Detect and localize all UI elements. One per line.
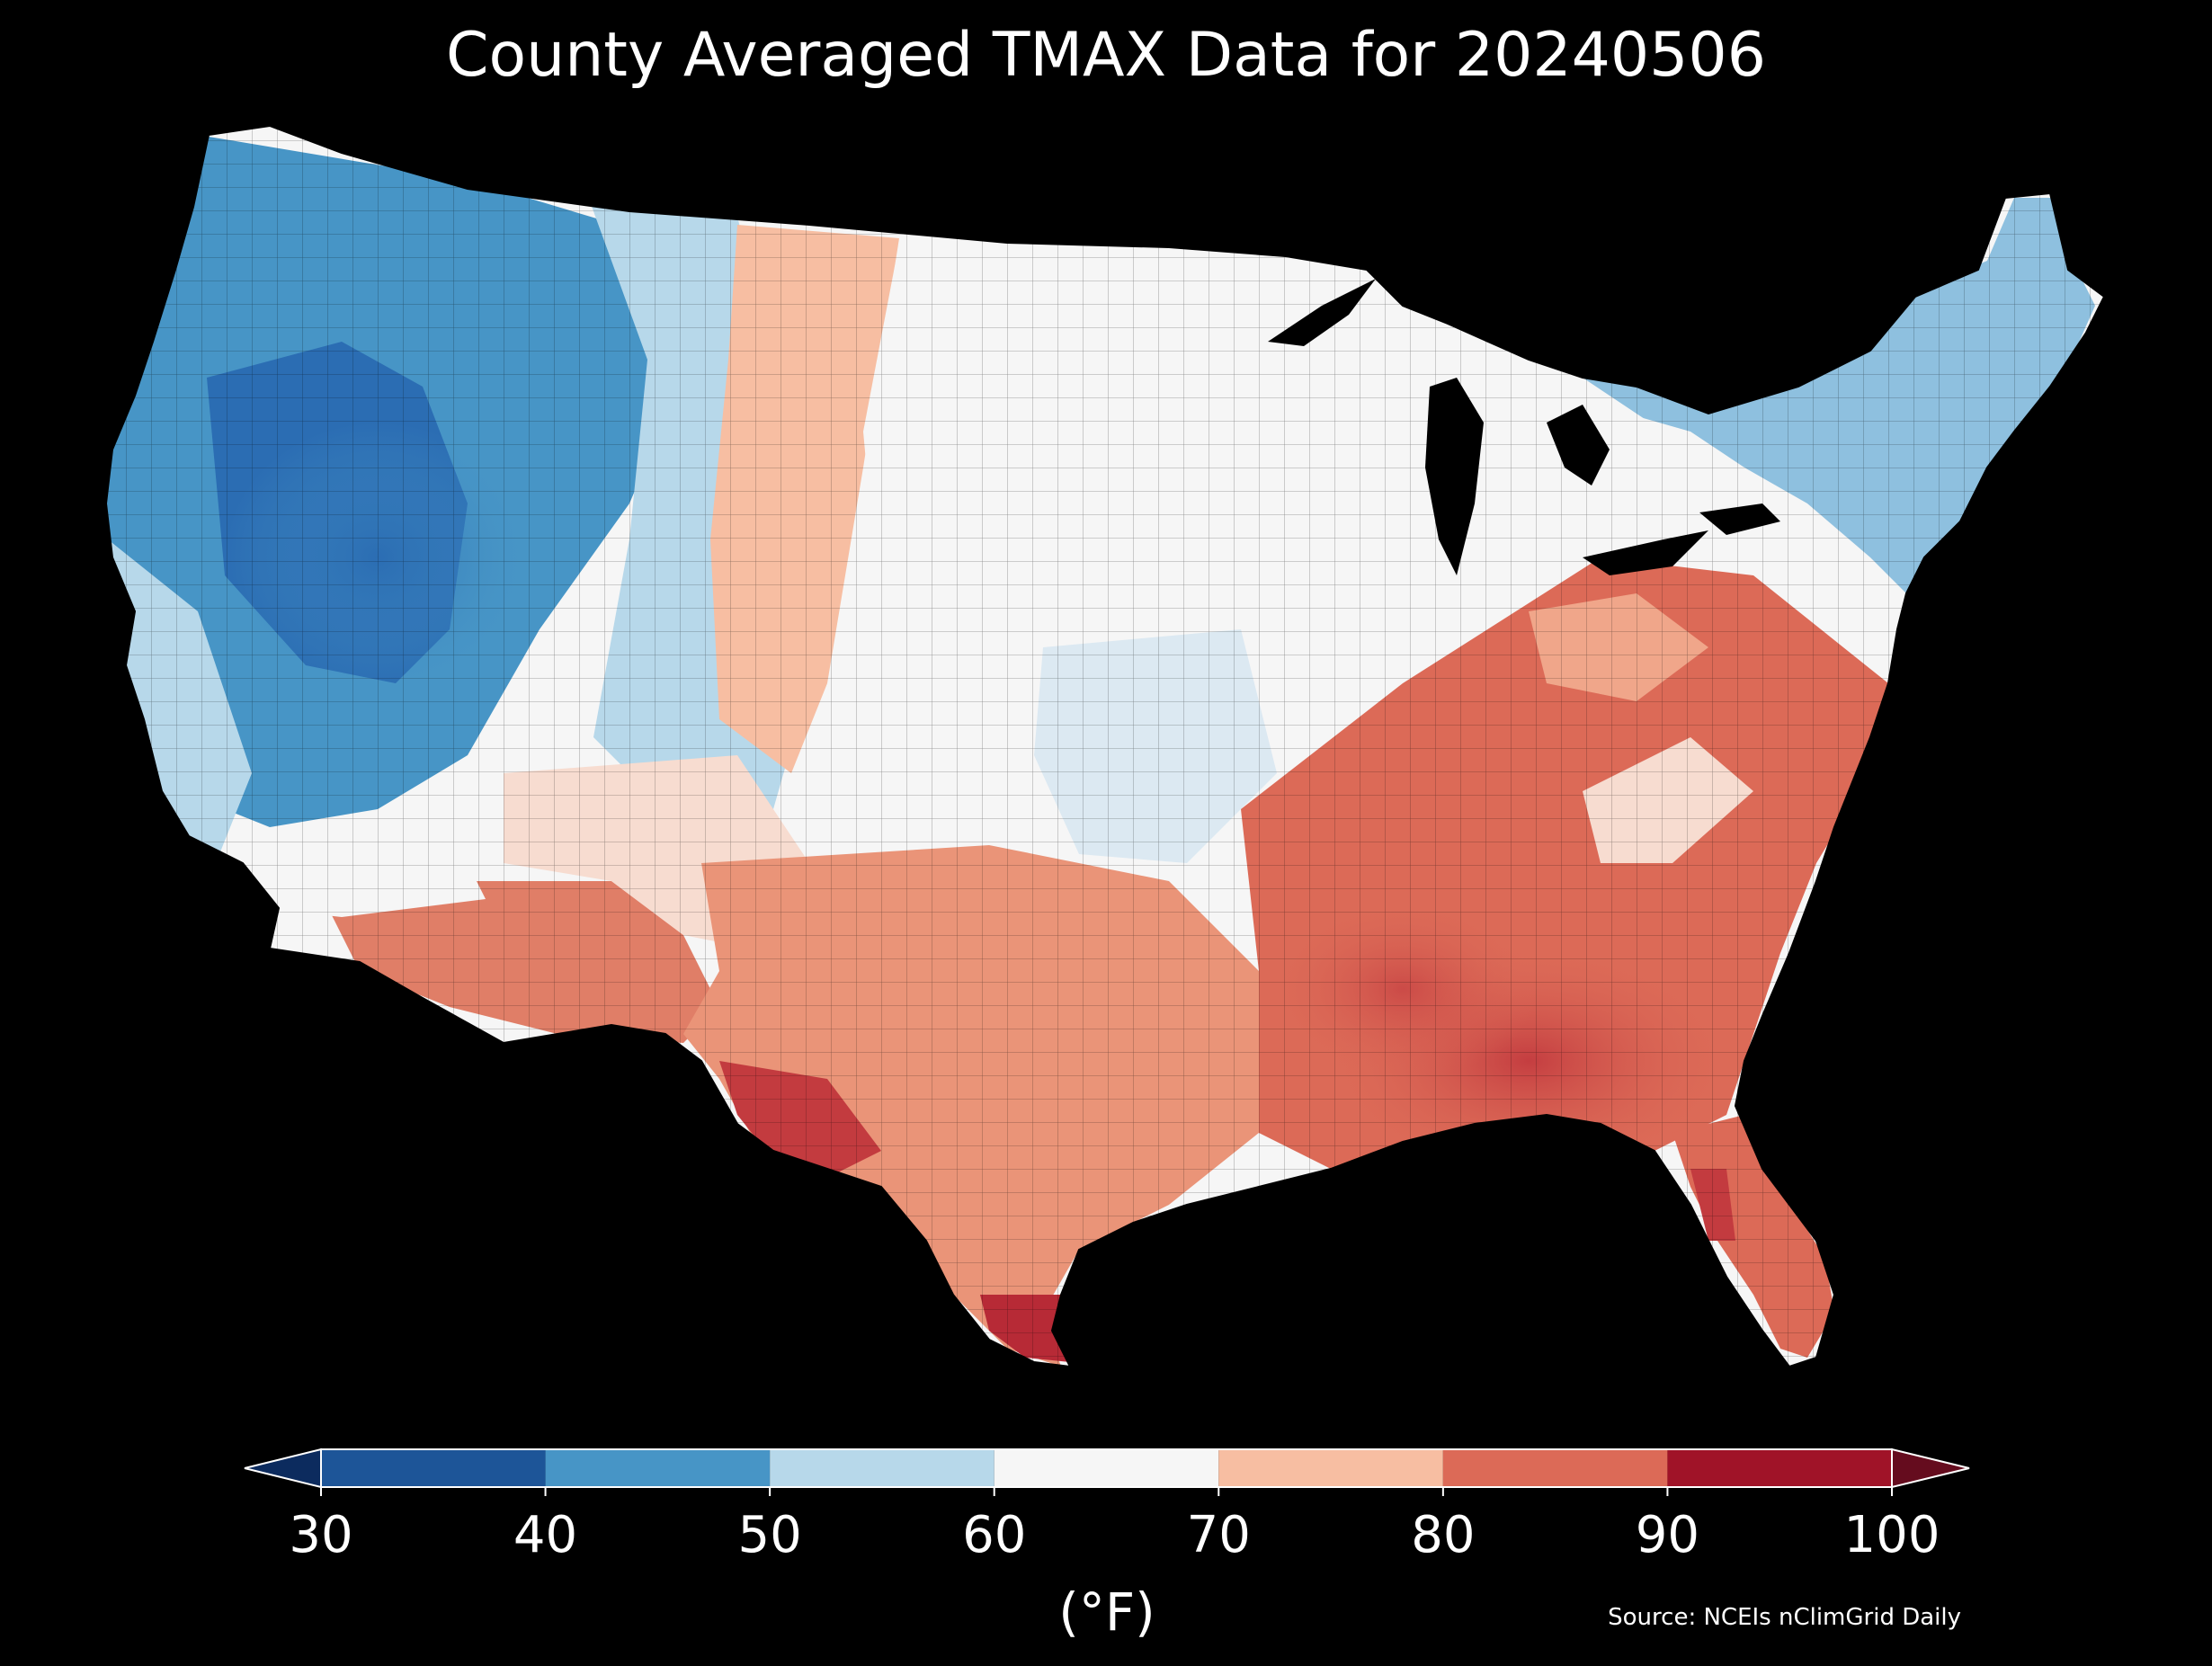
colorbar-tick-label: 60 <box>962 1506 1027 1564</box>
colorbar-over-arrow <box>1891 1448 1970 1489</box>
colorbar-bin-90-100 <box>1667 1449 1892 1487</box>
colorbar-bin-80-90 <box>1442 1449 1668 1487</box>
colorbar-bin-40-50 <box>545 1449 771 1487</box>
colorbar-tick-label: 50 <box>737 1506 802 1564</box>
colorbar-bin-50-60 <box>770 1449 995 1487</box>
colorbar-tick-label: 80 <box>1411 1506 1476 1564</box>
great-lakes <box>1268 279 1780 575</box>
us-county-map <box>104 124 2106 1368</box>
colorbar-bin-70-80 <box>1218 1449 1443 1487</box>
colorbar-bin-30-40 <box>321 1449 546 1487</box>
colorbar-unit-label: (°F) <box>1058 1581 1155 1643</box>
colorbar-bin-60-70 <box>994 1449 1219 1487</box>
colorbar-tick-label: 30 <box>289 1506 353 1564</box>
colorbar-under-arrow <box>244 1448 322 1489</box>
us-outline <box>104 124 2106 1368</box>
source-credit: Source: NCEIs nClimGrid Daily <box>1608 1604 1961 1631</box>
colorbar-tick-label: 100 <box>1843 1506 1940 1564</box>
county-fill-layer <box>106 126 2104 1367</box>
colorbar-tick-label: 70 <box>1186 1506 1251 1564</box>
map-title: County Averaged TMAX Data for 20240506 <box>446 20 1766 91</box>
colorbar-tick-label: 90 <box>1635 1506 1700 1564</box>
colorbar-tick-label: 40 <box>513 1506 578 1564</box>
colorbar-frame <box>320 1448 1893 1488</box>
